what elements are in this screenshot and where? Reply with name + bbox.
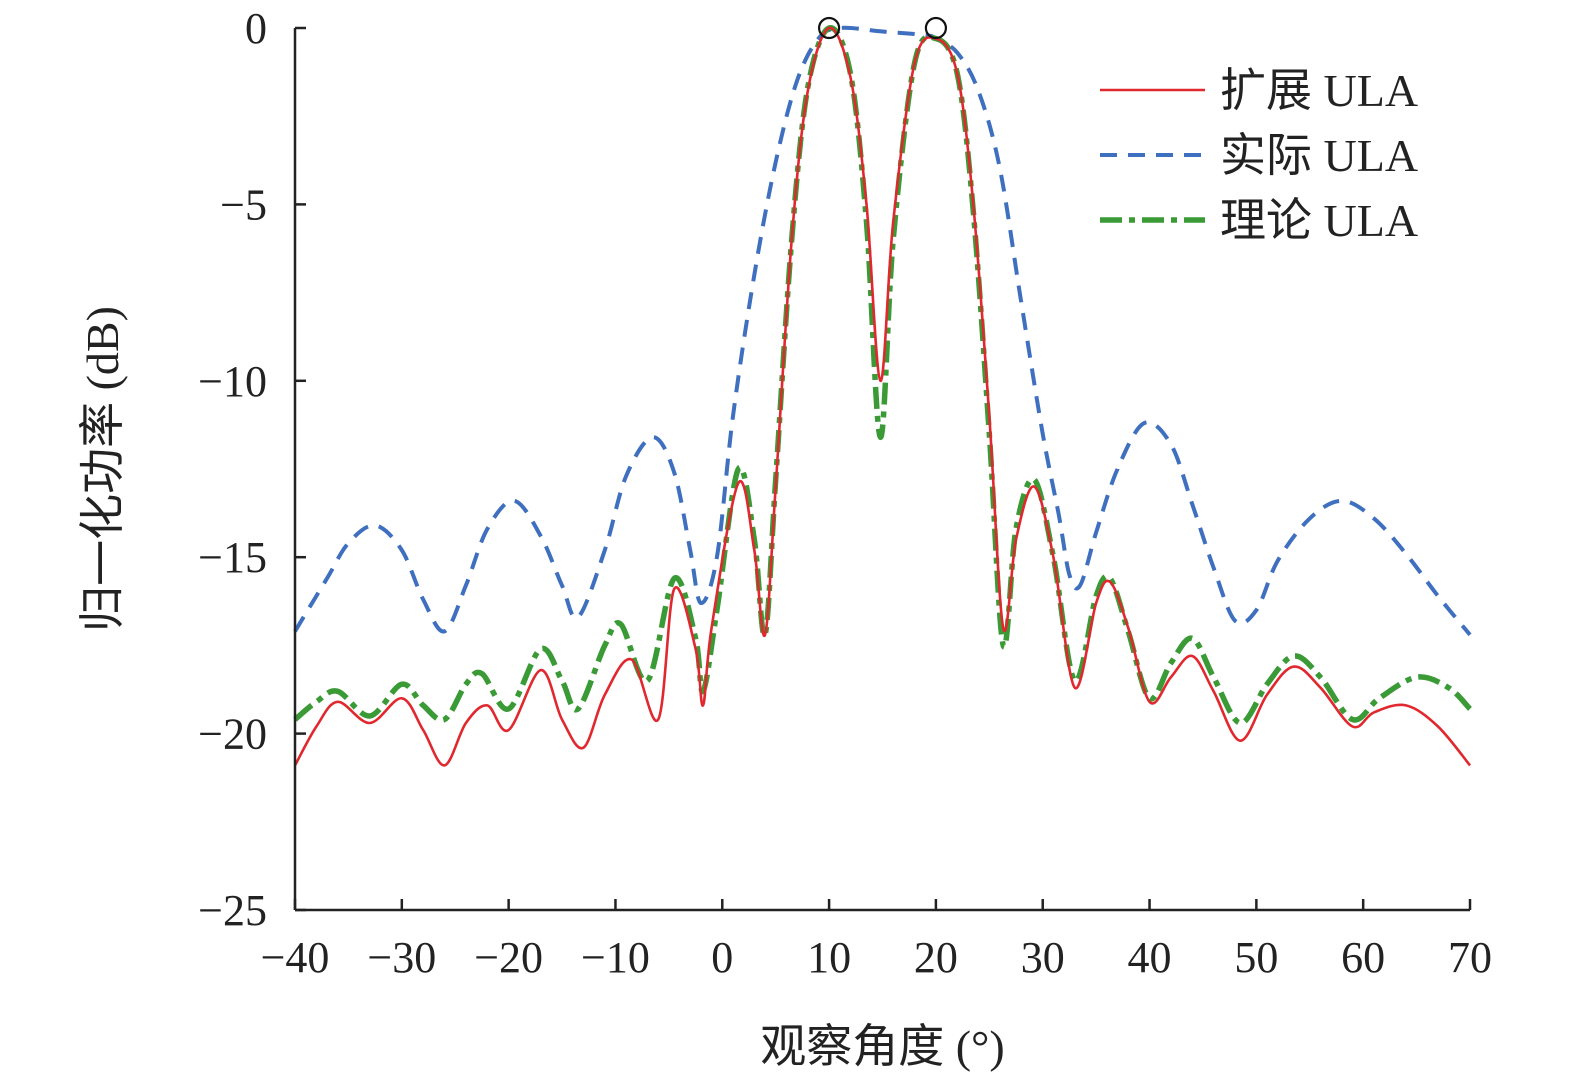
marker-layer	[817, 16, 948, 40]
x-ticks: −40 −30 −20 −10 0 10 20 30 40 50 60 70	[261, 899, 1492, 982]
x-axis-title: 观察角度 (°)	[760, 1021, 1005, 1072]
x-tick-label: 30	[1021, 933, 1065, 982]
series-layer	[293, 25, 1472, 767]
y-tick-label: 0	[245, 4, 267, 53]
legend-label: 理论 ULA	[1220, 195, 1418, 246]
x-tick-label: 40	[1128, 933, 1172, 982]
y-tick-label: −25	[198, 886, 267, 935]
x-tick-label: −20	[474, 933, 543, 982]
y-axis-title: 归一化功率 (dB)	[77, 306, 128, 632]
x-tick-label: −30	[367, 933, 436, 982]
x-tick-label: 0	[711, 933, 733, 982]
y-tick-label: −5	[220, 180, 267, 229]
peak-marker	[924, 16, 948, 40]
x-tick-label: 70	[1448, 933, 1492, 982]
y-tick-label: −20	[198, 710, 267, 759]
y-tick-label: −15	[198, 533, 267, 582]
x-tick-label: −40	[261, 933, 330, 982]
legend: 扩展 ULA 实际 ULA 理论 ULA	[1100, 65, 1418, 246]
peak-marker	[817, 16, 841, 40]
legend-label: 实际 ULA	[1220, 130, 1418, 181]
x-tick-label: 50	[1234, 933, 1278, 982]
axes	[293, 28, 1470, 912]
x-tick-label: 60	[1341, 933, 1385, 982]
y-ticks: 0 −5 −10 −15 −20 −25	[198, 4, 306, 935]
series-line-2	[293, 25, 1472, 637]
x-tick-label: −10	[581, 933, 650, 982]
x-tick-label: 20	[914, 933, 958, 982]
x-tick-label: 10	[807, 933, 851, 982]
series-line-1	[293, 26, 1472, 767]
y-tick-label: −10	[198, 357, 267, 406]
legend-label: 扩展 ULA	[1220, 65, 1418, 116]
